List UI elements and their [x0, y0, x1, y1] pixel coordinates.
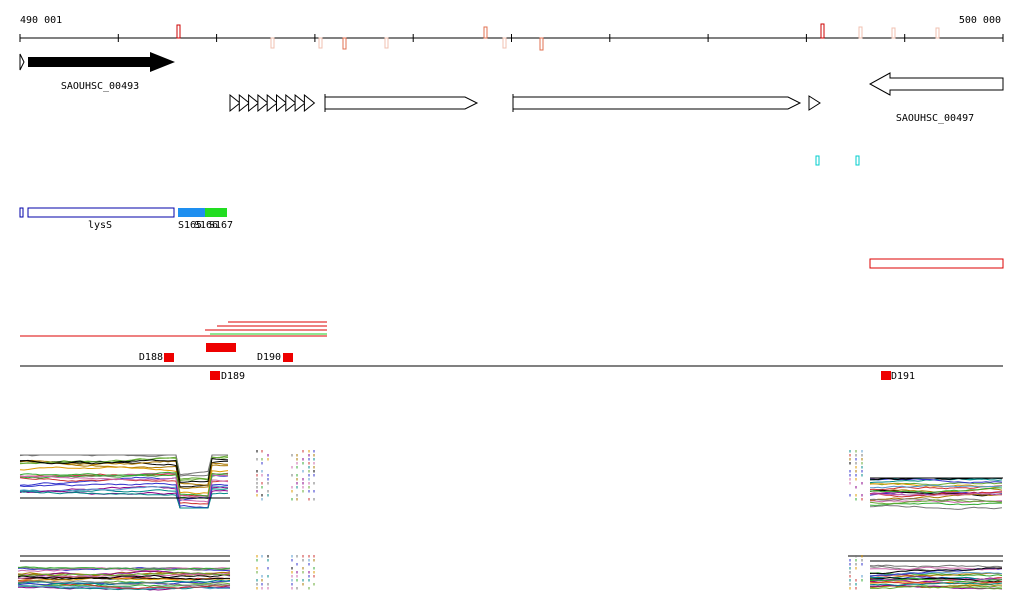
variant-mark: [318, 37, 323, 49]
probe: [815, 155, 820, 166]
expression-line: [19, 491, 229, 509]
expression-line: [869, 491, 1003, 498]
expression-line: [19, 466, 229, 495]
feature: [869, 258, 1004, 269]
variant-mark: [384, 37, 389, 49]
segment: [226, 343, 236, 352]
variant-mark: [270, 37, 275, 49]
feature: [205, 208, 227, 217]
expression-line: [20, 454, 228, 476]
probe: [855, 155, 860, 166]
segment-label: D191: [891, 371, 915, 382]
expression-line: [19, 454, 228, 477]
expression-line: [869, 567, 1003, 575]
expression-line: [19, 475, 229, 503]
expression-line: [869, 580, 1003, 585]
expression-line: [869, 499, 1003, 505]
expression-line: [869, 582, 1003, 587]
segment: [216, 343, 226, 352]
gene-arrow: [257, 93, 269, 113]
gene-arrow: [276, 93, 288, 113]
gene-arrow: [229, 93, 241, 113]
expression-line: [18, 580, 231, 586]
expression-line: [17, 571, 231, 577]
expression-line: [869, 504, 1003, 510]
gene-label: SAOUHSC_00497: [896, 113, 974, 124]
gene-arrow: [294, 93, 306, 113]
expression-line: [870, 499, 1003, 504]
gene-arrow: [266, 93, 279, 113]
variant-mark: [483, 26, 488, 39]
expression-line: [870, 577, 1003, 583]
feature-label: S166: [194, 220, 218, 231]
segment: [283, 353, 293, 362]
variant-mark: [858, 26, 863, 39]
gene-arrow: [868, 72, 1004, 96]
feature-label: S167: [209, 220, 233, 231]
feature: [27, 207, 175, 218]
gene-arrow: [285, 93, 297, 113]
gene-arrow: [512, 96, 802, 110]
segment-label: D189: [221, 371, 245, 382]
expression-line: [17, 576, 231, 582]
gene-arrow: [808, 95, 821, 111]
ruler-end: 500 000: [959, 15, 1001, 26]
expression-line: [870, 493, 1003, 501]
feature: [178, 208, 205, 217]
expression-line: [19, 458, 229, 483]
expression-line: [869, 492, 1003, 497]
feature-label: lysS: [88, 220, 112, 231]
segment: [881, 371, 891, 380]
expression-line: [869, 566, 1003, 571]
segment: [206, 343, 216, 352]
expression-line: [17, 566, 231, 571]
expression-line: [869, 487, 1003, 494]
variant-mark: [342, 37, 347, 50]
feature: [19, 207, 24, 218]
expression-line: [17, 567, 231, 573]
gene-arrow: [324, 96, 479, 110]
segment: [164, 353, 174, 362]
gene-arrow: [303, 93, 316, 113]
expression-line: [869, 572, 1003, 577]
segment-label: D190: [257, 352, 281, 363]
gene-arrow: [19, 53, 25, 71]
feature-label: S165: [178, 220, 202, 231]
segment-label: D188: [139, 352, 163, 363]
gene-arrow: [238, 93, 251, 113]
expression-line: [17, 574, 230, 581]
segment: [210, 371, 220, 380]
variant-mark: [891, 27, 896, 39]
expression-line: [19, 485, 229, 509]
expression-line: [869, 584, 1003, 590]
variant-mark: [820, 23, 825, 39]
gene-arrow: [28, 52, 175, 72]
variant-mark: [502, 37, 507, 49]
variant-mark: [539, 37, 544, 51]
variant-mark: [935, 27, 940, 39]
expression-line: [17, 579, 231, 586]
gene-label: SAOUHSC_00493: [61, 81, 139, 92]
variant-mark: [176, 24, 181, 39]
expression-line: [869, 564, 1003, 568]
gene-arrow: [248, 93, 260, 113]
expression-line: [19, 482, 229, 509]
expression-line: [869, 585, 1003, 590]
expression-line: [869, 484, 1003, 489]
ruler-start: 490 001: [20, 15, 62, 26]
